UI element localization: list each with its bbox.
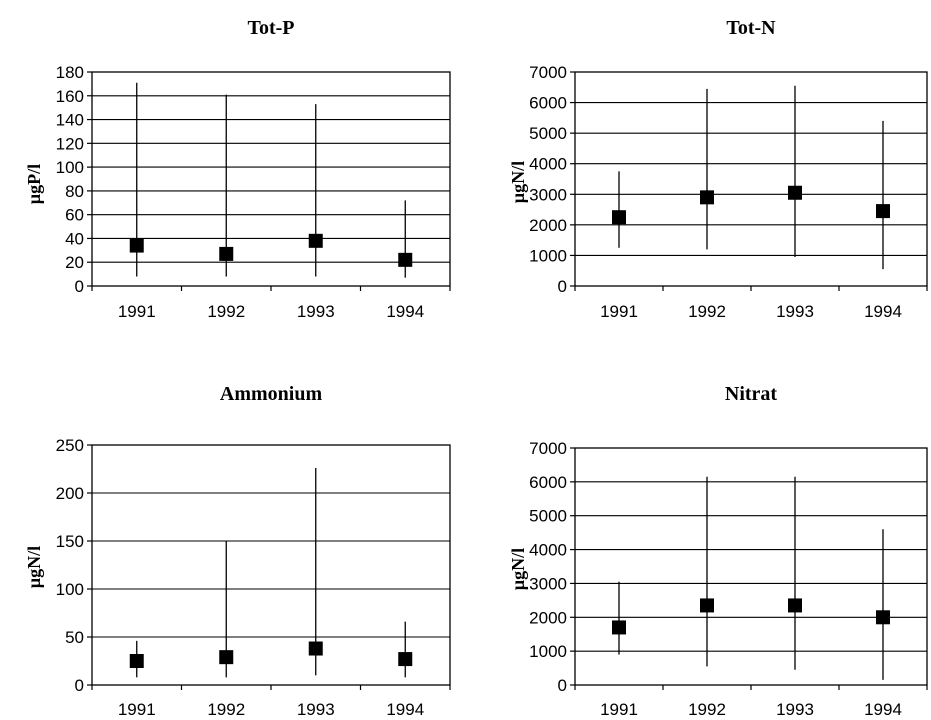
y-tick-label: 20 [65,253,84,272]
y-tick-label: 50 [65,628,84,647]
y-axis-label: µgP/l [24,164,44,204]
y-tick-label: 0 [558,676,567,695]
data-point [700,190,714,205]
x-tick-label: 1991 [600,700,638,719]
x-tick-label: 1993 [297,302,335,321]
plot-area-frame [574,71,928,287]
y-tick-label: 200 [56,484,84,503]
data-point [612,620,626,635]
y-tick-label: 140 [56,111,84,130]
y-tick-label: 5000 [529,124,567,143]
data-point [876,204,890,219]
data-point [219,246,234,261]
x-tick-label: 1992 [688,700,726,719]
y-tick-label: 0 [75,676,84,695]
y-tick-label: 160 [56,87,84,106]
plot-area-frame [91,444,451,686]
data-point [612,210,626,225]
plot-area-frame [91,71,451,287]
x-tick-label: 1992 [207,700,245,719]
x-tick-label: 1991 [118,700,156,719]
x-tick-label: 1992 [207,302,245,321]
data-point [398,652,413,667]
y-tick-label: 60 [65,206,84,225]
x-tick-label: 1991 [118,302,156,321]
y-tick-label: 4000 [529,541,567,560]
chart-panel-1: Tot-P µgP/l 0 20 40 60 80 100 120 140 160 180 1991 19… [24,17,451,321]
y-axis-label: µgN/l [24,546,44,588]
y-tick-label: 1000 [529,246,567,265]
y-tick-label: 4000 [529,155,567,174]
y-tick-label: 6000 [529,473,567,492]
x-tick-label: 1992 [688,302,726,321]
data-point [700,598,714,613]
chart-panel-2: Tot-N µgN/l 0 1000 2000 3000 4000 5000 6000 7000 1… [508,17,928,321]
y-tick-label: 7000 [529,63,567,82]
y-tick-label: 250 [56,436,84,455]
y-tick-label: 2000 [529,216,567,235]
data-point [788,185,802,200]
y-tick-label: 0 [75,277,84,296]
data-point [788,598,802,613]
y-tick-label: 3000 [529,574,567,593]
chart-title: Ammonium [220,383,323,405]
y-tick-label: 120 [56,134,84,153]
y-tick-label: 2000 [529,608,567,627]
x-tick-label: 1993 [297,700,335,719]
y-tick-label: 40 [65,229,84,248]
chart-title: Tot-P [247,17,294,39]
data-point [308,233,323,248]
data-point [398,252,413,267]
chart-title: Tot-N [726,17,776,39]
y-axis-label: µgN/l [508,548,528,590]
y-axis-label: µgN/l [508,161,528,203]
plot-area-frame [574,447,928,686]
y-tick-label: 3000 [529,185,567,204]
y-tick-label: 7000 [529,439,567,458]
y-tick-label: 6000 [529,94,567,113]
data-point [219,650,234,665]
x-tick-label: 1994 [864,302,902,321]
data-point [876,610,890,625]
chart-title: Nitrat [725,383,778,405]
y-tick-label: 100 [56,158,84,177]
y-tick-label: 180 [56,63,84,82]
y-tick-label: 80 [65,182,84,201]
data-point [129,654,144,668]
y-tick-label: 1000 [529,642,567,661]
x-tick-label: 1994 [864,700,902,719]
y-tick-label: 0 [558,277,567,296]
y-tick-label: 5000 [529,507,567,526]
data-point [129,238,144,253]
x-tick-label: 1991 [600,302,638,321]
x-tick-label: 1993 [776,302,814,321]
x-tick-label: 1993 [776,700,814,719]
x-tick-label: 1994 [386,700,424,719]
y-tick-label: 150 [56,532,84,551]
y-tick-label: 100 [56,580,84,599]
chart-panel-4: Nitrat µgN/l 0 1000 2000 3000 4000 5000 6000 7000… [508,383,928,719]
data-point [308,641,323,656]
x-tick-label: 1994 [386,302,424,321]
chart-panel-3: Ammonium µgN/l 0 50 100 150 200 250 1991 1992 1993… [24,383,451,719]
